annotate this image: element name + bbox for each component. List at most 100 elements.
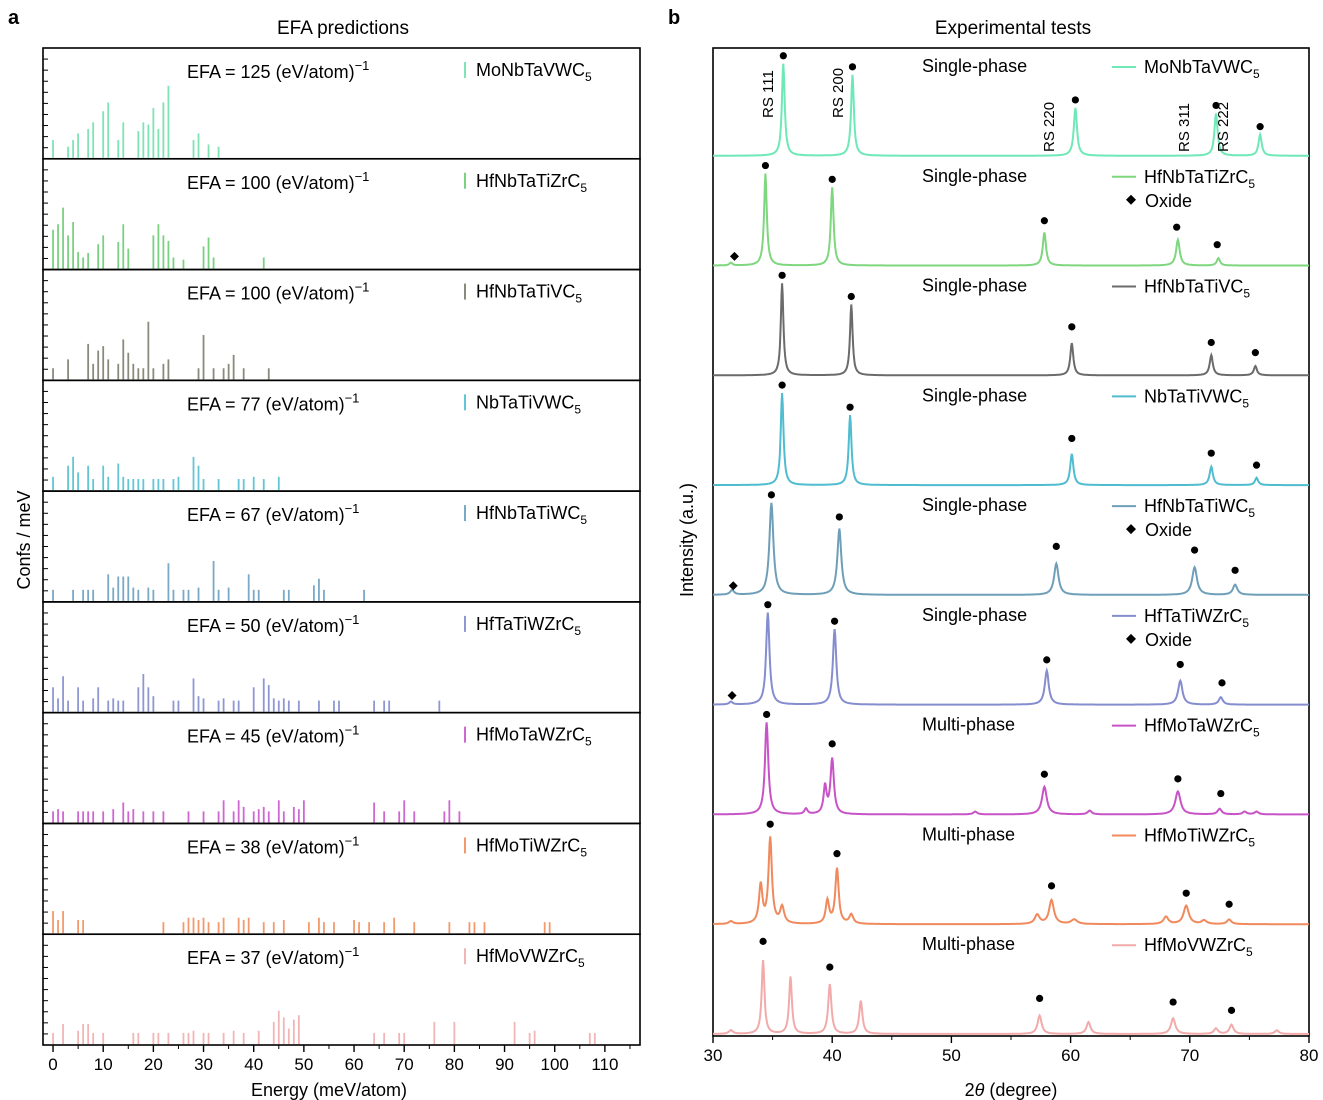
peak-marker bbox=[779, 52, 787, 60]
peak-marker bbox=[1227, 1006, 1236, 1014]
oxide-marker bbox=[727, 690, 737, 700]
efa-value: EFA = 38 (eV/atom)−1 bbox=[187, 833, 359, 857]
peak-marker bbox=[1047, 882, 1056, 890]
peak-marker bbox=[828, 175, 836, 183]
panel-b-xlabel: 2θ (degree) bbox=[965, 1080, 1058, 1100]
xrd-curve bbox=[713, 612, 1309, 706]
peak-marker bbox=[830, 617, 839, 625]
peak-marker bbox=[778, 381, 786, 389]
x-tick-label: 60 bbox=[1061, 1046, 1080, 1065]
peak-index-label: RS 200 bbox=[830, 68, 847, 118]
phase-label: Multi-phase bbox=[922, 824, 1015, 844]
composition-label: HfMoTaWZrC5 bbox=[476, 725, 592, 749]
x-tick-label: 30 bbox=[704, 1046, 723, 1065]
x-tick-label: 90 bbox=[495, 1055, 514, 1074]
phase-label: Single-phase bbox=[922, 385, 1027, 405]
phase-label: Single-phase bbox=[922, 276, 1027, 296]
oxide-marker bbox=[728, 581, 738, 591]
composition-label: HfTaTiWZrC5 bbox=[476, 614, 581, 638]
panel-a-letter: a bbox=[8, 7, 20, 29]
composition-label: HfMoTiWZrC5 bbox=[476, 835, 587, 859]
phase-label: Single-phase bbox=[922, 166, 1027, 186]
xrd-curve bbox=[713, 836, 1309, 926]
peak-marker bbox=[833, 850, 841, 858]
composition-label: HfMoTaWZrC5 bbox=[1144, 716, 1260, 740]
composition-label: HfMoTiWZrC5 bbox=[1144, 825, 1255, 849]
peak-marker bbox=[1169, 998, 1177, 1006]
panel-a-xlabel: Energy (meV/atom) bbox=[251, 1080, 407, 1100]
composition-label: HfNbTaTiVC5 bbox=[1144, 277, 1250, 301]
peak-index-label: RS 220 bbox=[1041, 102, 1058, 152]
panel-b-title: Experimental tests bbox=[935, 18, 1091, 39]
x-tick-label: 20 bbox=[144, 1055, 163, 1074]
composition-label: HfTaTiWZrC5 bbox=[1144, 606, 1249, 630]
peak-marker bbox=[826, 963, 834, 971]
efa-value: EFA = 77 (eV/atom)−1 bbox=[187, 390, 359, 414]
peak-marker bbox=[1071, 96, 1079, 104]
peak-marker bbox=[766, 820, 774, 828]
x-tick-label: 40 bbox=[823, 1046, 842, 1065]
x-tick-label: 70 bbox=[395, 1055, 414, 1074]
peak-index-label: RS 111 bbox=[760, 70, 777, 118]
peak-marker bbox=[847, 292, 855, 301]
peak-marker bbox=[1040, 217, 1048, 225]
composition-label: HfNbTaTiZrC5 bbox=[1144, 167, 1255, 191]
efa-subpanel: EFA = 38 (eV/atom)−1 HfMoTiWZrC5 bbox=[42, 822, 641, 936]
peak-marker bbox=[778, 271, 786, 279]
peak-marker bbox=[1213, 241, 1221, 249]
composition-label: MoNbTaVWC5 bbox=[1144, 57, 1260, 81]
peak-marker bbox=[1252, 461, 1261, 469]
peak-marker bbox=[1218, 679, 1226, 687]
xrd-pattern: Single-phase NbTaTiVWC5 bbox=[713, 381, 1309, 487]
efa-value: EFA = 100 (eV/atom)−1 bbox=[187, 169, 369, 193]
x-tick-label: 30 bbox=[194, 1055, 213, 1074]
peak-marker bbox=[764, 601, 772, 609]
panel-b-ylabel: Intensity (a.u.) bbox=[677, 483, 697, 597]
efa-subpanel: EFA = 37 (eV/atom)−1 HfMoVWZrC5 bbox=[42, 933, 641, 1046]
phase-label: Multi-phase bbox=[922, 934, 1015, 954]
efa-subpanel: EFA = 100 (eV/atom)−1 HfNbTaTiVC5 bbox=[42, 268, 641, 382]
peak-marker bbox=[1256, 123, 1264, 131]
panel-a-ylabel: Confs / meV bbox=[14, 490, 34, 589]
x-tick-label: 50 bbox=[942, 1046, 961, 1065]
panel-b-plot: Single-phase MoNbTaVWC5 Single-phase HfNbTa… bbox=[704, 47, 1319, 1065]
x-tick-label: 100 bbox=[541, 1055, 569, 1074]
oxide-legend-label: Oxide bbox=[1145, 191, 1192, 211]
phase-label: Single-phase bbox=[922, 605, 1027, 625]
composition-label: HfNbTaTiWC5 bbox=[1144, 496, 1255, 520]
peak-marker bbox=[759, 937, 767, 945]
x-tick-label: 10 bbox=[94, 1055, 113, 1074]
oxide-legend-label: Oxide bbox=[1145, 630, 1192, 650]
peak-marker bbox=[1043, 656, 1051, 664]
peak-marker bbox=[1174, 775, 1182, 783]
efa-value: EFA = 125 (eV/atom)−1 bbox=[187, 58, 369, 82]
peak-marker bbox=[1207, 338, 1215, 347]
x-tick-label: 110 bbox=[591, 1055, 618, 1074]
xrd-curve bbox=[713, 63, 1309, 157]
xrd-pattern: Single-phase MoNbTaVWC5 bbox=[713, 52, 1309, 157]
peak-marker bbox=[761, 161, 770, 170]
phase-label: Single-phase bbox=[922, 56, 1027, 76]
efa-subpanel: EFA = 77 (eV/atom)−1 NbTaTiVWC5 bbox=[42, 379, 641, 492]
xrd-curve bbox=[713, 722, 1309, 816]
efa-value: EFA = 67 (eV/atom)−1 bbox=[187, 501, 359, 525]
peak-marker bbox=[1176, 660, 1184, 669]
xrd-curve bbox=[713, 393, 1309, 487]
xrd-pattern: Multi-phase HfMoTiWZrC5 bbox=[713, 820, 1309, 926]
efa-value: EFA = 37 (eV/atom)−1 bbox=[187, 944, 359, 968]
xrd-pattern: Multi-phase HfMoVWZrC5 bbox=[713, 934, 1309, 1035]
peak-marker bbox=[1068, 323, 1076, 331]
peak-marker bbox=[767, 491, 776, 499]
panel-b-letter: b bbox=[668, 7, 680, 29]
panel-a-title: EFA predictions bbox=[277, 18, 409, 39]
composition-label: HfNbTaTiVC5 bbox=[476, 282, 582, 306]
efa-subpanel: EFA = 45 (eV/atom)−1 HfMoTaWZrC5 bbox=[42, 711, 641, 825]
x-tick-label: 80 bbox=[1300, 1046, 1319, 1065]
peak-marker bbox=[1173, 223, 1181, 231]
efa-subpanel: EFA = 125 (eV/atom)−1 MoNbTaVWC5 bbox=[42, 47, 641, 160]
oxide-marker bbox=[729, 251, 739, 261]
